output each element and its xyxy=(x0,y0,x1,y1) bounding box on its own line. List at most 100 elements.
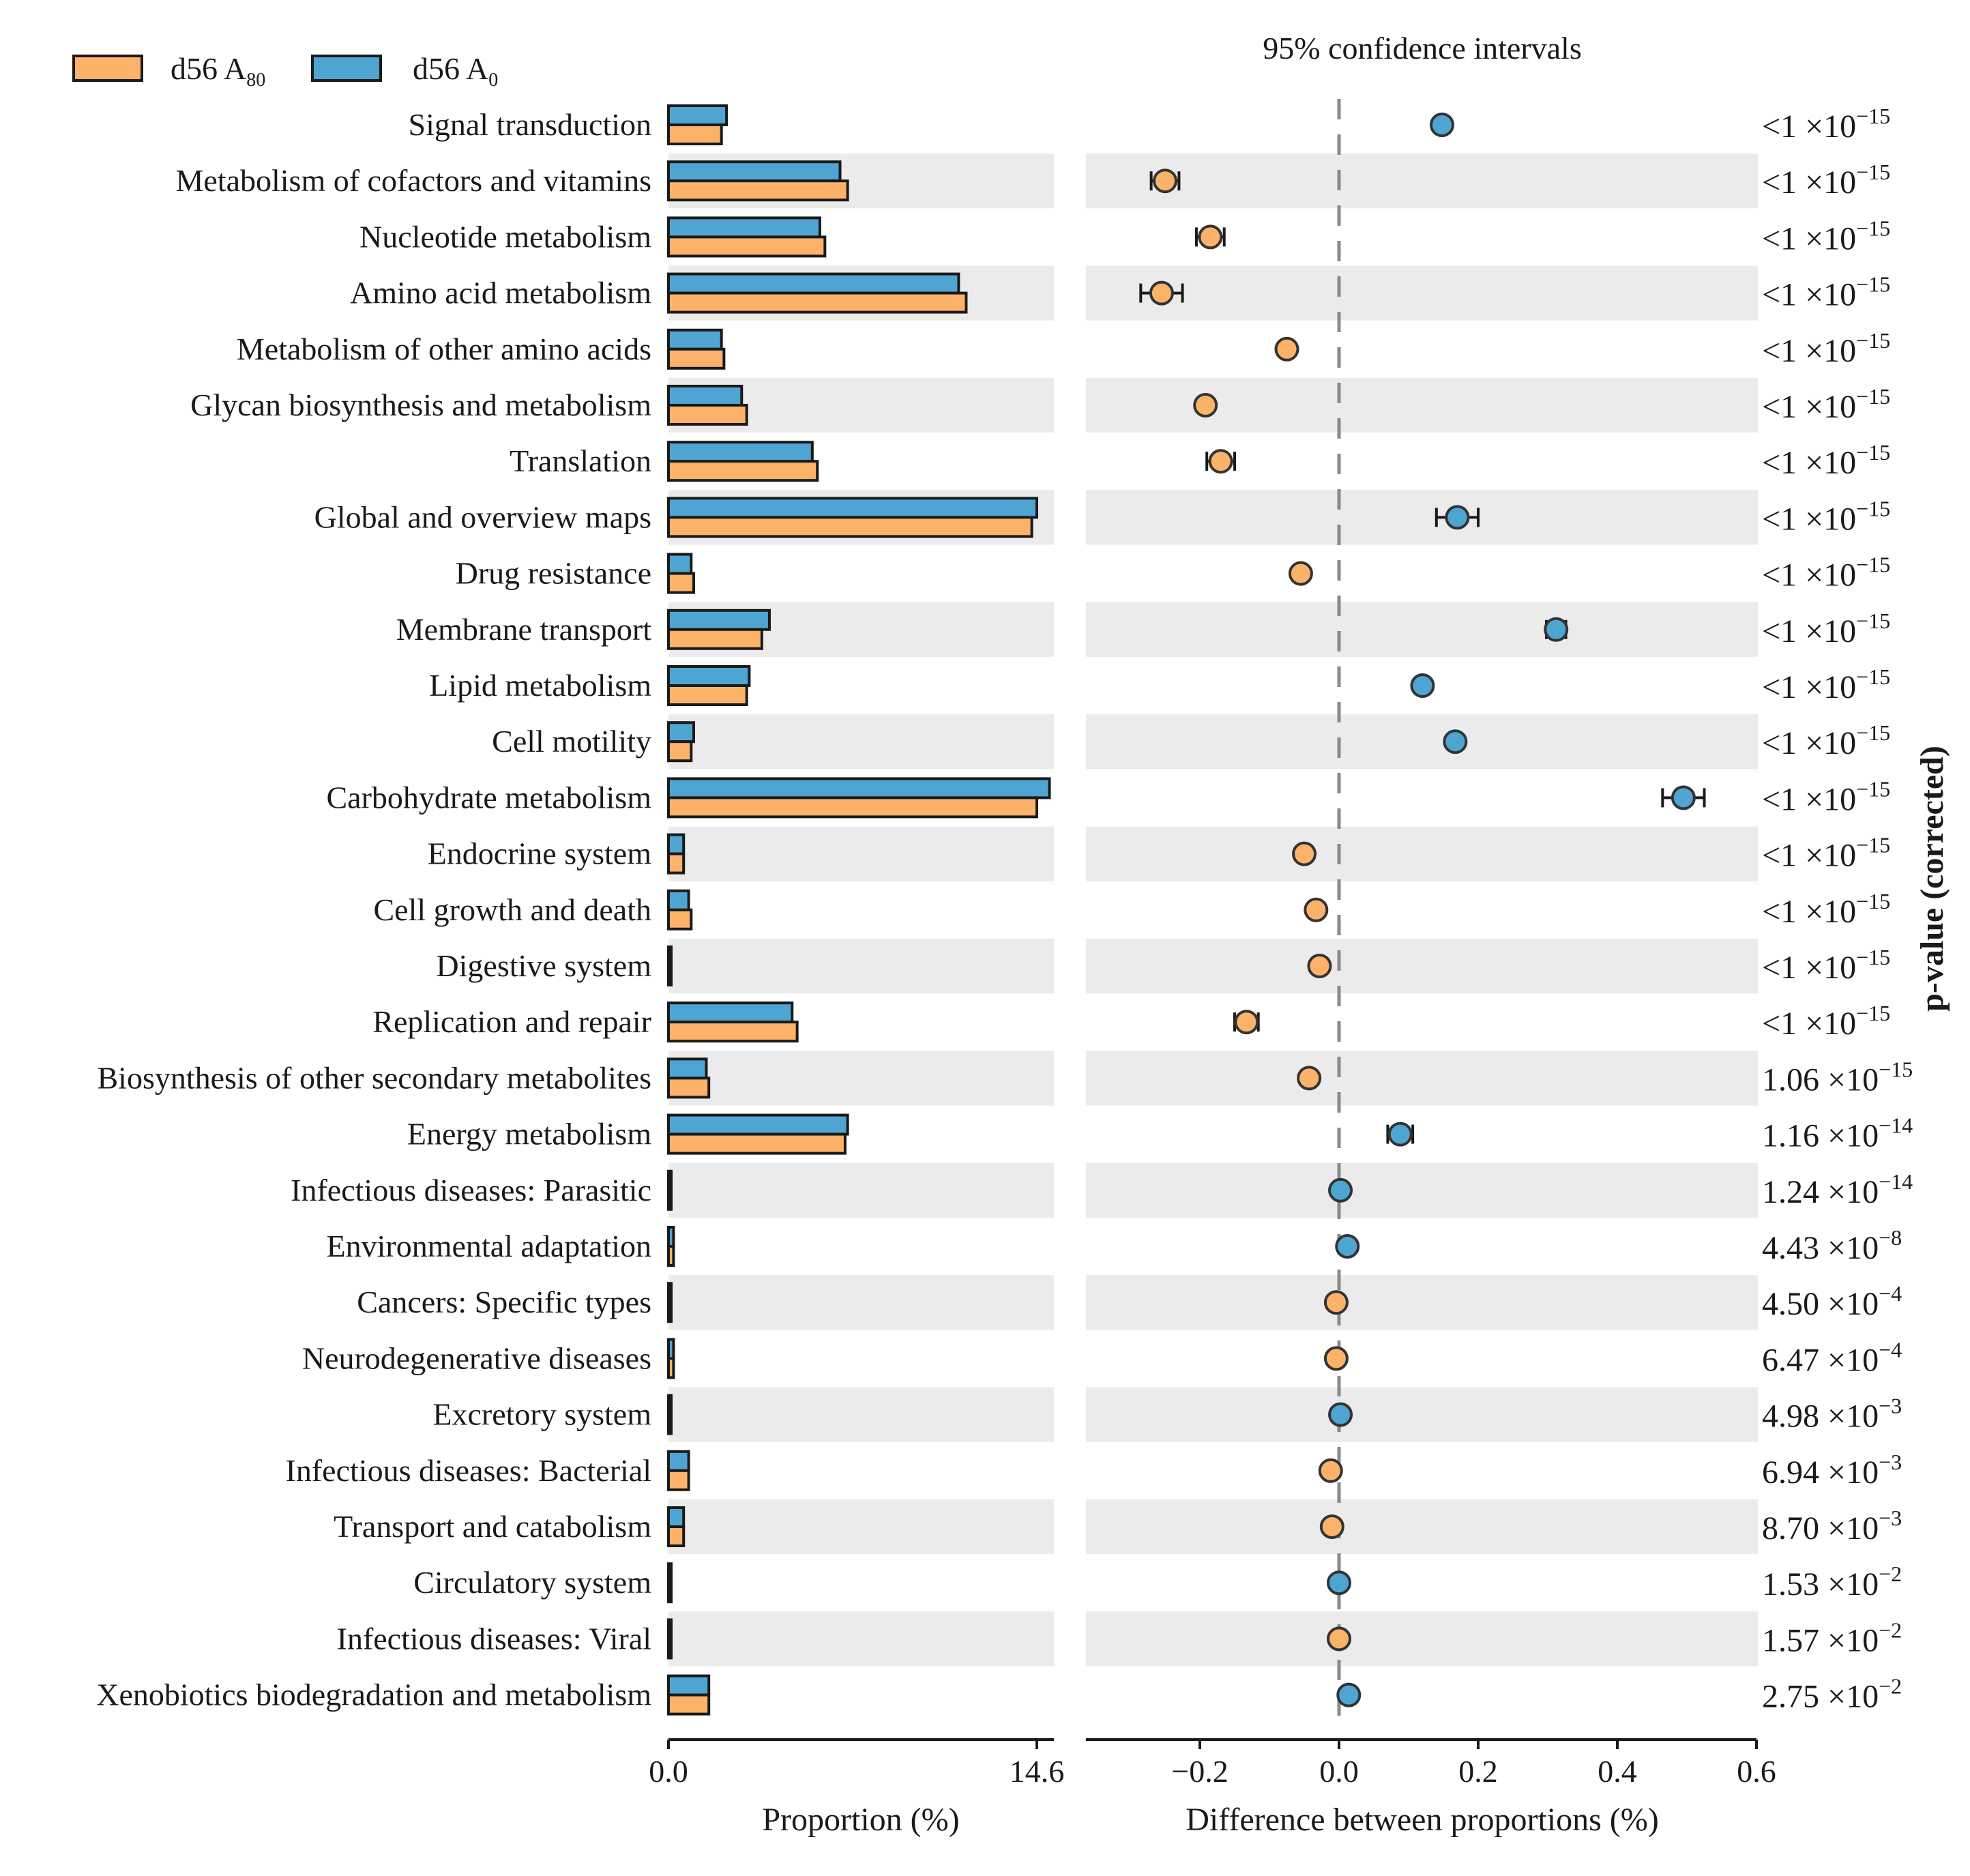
p-value-base: ×10 xyxy=(1819,1230,1879,1266)
difference-point xyxy=(1429,113,1454,137)
bar-a0 xyxy=(667,104,729,126)
bar-a0 xyxy=(667,1394,673,1416)
p-value-mantissa: <1 xyxy=(1762,950,1797,986)
p-value-base: ×10 xyxy=(1819,1622,1879,1658)
p-value-mantissa: 4.50 xyxy=(1762,1286,1819,1322)
bar-a0 xyxy=(667,889,690,911)
p-value-base: ×10 xyxy=(1797,781,1856,817)
p-value: <1 ×10−15 xyxy=(1762,609,1890,649)
p-value-base: ×10 xyxy=(1819,1679,1879,1715)
row-stripe-right xyxy=(1086,1499,1758,1555)
proportion-axis-title: Proportion (%) xyxy=(762,1802,959,1838)
bar-a0 xyxy=(667,833,686,855)
category-label: Transport and catabolism xyxy=(334,1509,651,1544)
bar-a80 xyxy=(667,460,819,482)
difference-ticks: −0.2 0.0 0.2 0.4 0.6 xyxy=(1171,1740,1776,1789)
category-label: Metabolism of other amino acids xyxy=(237,332,651,366)
category-labels: Signal transduction Metabolism of cofacto… xyxy=(96,107,651,1712)
bar-a0 xyxy=(667,553,693,575)
p-value-base: ×10 xyxy=(1797,613,1856,649)
p-value: <1 ×10−15 xyxy=(1762,328,1890,369)
bar-a80 xyxy=(667,1076,711,1099)
difference-point xyxy=(1318,1458,1343,1483)
p-value-mantissa: <1 xyxy=(1762,557,1797,593)
p-value-exponent: −15 xyxy=(1856,609,1890,633)
bar-a80 xyxy=(667,1693,711,1716)
category-label: Metabolism of cofactors and vitamins xyxy=(175,163,651,198)
row-stripe-left xyxy=(668,1275,1054,1330)
p-value-exponent: −2 xyxy=(1879,1617,1902,1642)
p-value-exponent: −15 xyxy=(1856,440,1890,465)
difference-tick-label: 0.4 xyxy=(1598,1754,1637,1789)
category-label: Replication and repair xyxy=(372,1004,651,1039)
bar-a0 xyxy=(667,946,673,967)
bar-a80 xyxy=(667,1469,690,1491)
p-value: 1.06 ×10−15 xyxy=(1762,1057,1913,1098)
bar-a0 xyxy=(667,721,695,744)
category-label: Environmental adaptation xyxy=(327,1229,651,1263)
difference-point xyxy=(1319,1514,1344,1539)
p-value-base: ×10 xyxy=(1797,164,1856,201)
p-value-exponent: −15 xyxy=(1856,328,1890,353)
bar-a80 xyxy=(667,123,723,145)
row-stripe-right xyxy=(1086,153,1758,209)
bar-a0 xyxy=(667,1338,675,1360)
bar-a0 xyxy=(667,497,1038,519)
p-value-base: ×10 xyxy=(1797,950,1856,986)
row-stripe-left xyxy=(668,938,1054,994)
p-value-mantissa: 6.94 xyxy=(1762,1454,1819,1491)
difference-point xyxy=(1292,841,1317,866)
bar-a0 xyxy=(667,1001,794,1024)
bar-a80 xyxy=(667,347,726,370)
difference-tick-label: 0.2 xyxy=(1458,1754,1498,1789)
row-stripe-left xyxy=(668,1499,1054,1555)
p-value: 6.47 ×10−4 xyxy=(1762,1337,1902,1378)
legend-label-a0-sub: 0 xyxy=(488,70,498,91)
p-value-exponent: −15 xyxy=(1856,1001,1890,1025)
difference-point xyxy=(1445,505,1470,530)
p-value-mantissa: <1 xyxy=(1762,277,1797,313)
p-value-exponent: −3 xyxy=(1879,1506,1902,1530)
p-value-exponent: −14 xyxy=(1879,1113,1913,1138)
category-label: Excretory system xyxy=(432,1397,651,1432)
p-value-base: ×10 xyxy=(1797,108,1856,145)
row-stripe-right xyxy=(1086,1611,1758,1667)
category-label: Endocrine system xyxy=(428,836,652,871)
p-value-base: ×10 xyxy=(1819,1061,1879,1098)
p-value-base: ×10 xyxy=(1797,894,1856,930)
legend-label-a80-name: d56 A xyxy=(171,51,246,86)
p-value-exponent: −3 xyxy=(1879,1450,1902,1474)
p-value-base: ×10 xyxy=(1797,838,1856,874)
category-label: Infectious diseases: Viral xyxy=(337,1621,651,1656)
difference-point xyxy=(1335,1234,1360,1259)
category-label: Nucleotide metabolism xyxy=(359,219,651,254)
row-stripe-left xyxy=(668,1387,1054,1442)
p-value-exponent: −15 xyxy=(1856,945,1890,969)
p-value-base: ×10 xyxy=(1797,1006,1856,1042)
category-label: Circulatory system xyxy=(413,1565,651,1600)
p-value-mantissa: 1.57 xyxy=(1762,1622,1819,1658)
difference-point xyxy=(1198,224,1223,250)
p-value-base: ×10 xyxy=(1819,1118,1879,1154)
bar-a0 xyxy=(667,160,842,183)
category-label: Global and overview maps xyxy=(314,499,651,534)
category-label: Cancers: Specific types xyxy=(357,1285,651,1319)
p-value-base: ×10 xyxy=(1797,389,1856,425)
row-stripe-right xyxy=(1086,602,1758,657)
p-value-exponent: −15 xyxy=(1856,553,1890,577)
difference-point xyxy=(1328,1402,1353,1427)
p-value-base: ×10 xyxy=(1819,1566,1879,1602)
bar-a80 xyxy=(667,179,849,202)
row-stripe-right xyxy=(1086,265,1758,321)
p-value: 1.16 ×10−14 xyxy=(1762,1113,1913,1154)
p-value-mantissa: <1 xyxy=(1762,894,1797,930)
bar-a80 xyxy=(667,516,1033,538)
p-value-mantissa: <1 xyxy=(1762,669,1797,705)
category-label: Xenobiotics biodegradation and metabolis… xyxy=(96,1677,651,1712)
difference-point xyxy=(1327,1626,1351,1652)
p-value-base: ×10 xyxy=(1819,1510,1879,1547)
p-value: 2.75 ×10−2 xyxy=(1762,1674,1902,1715)
bar-a0 xyxy=(667,441,814,463)
p-value-exponent: −15 xyxy=(1856,104,1890,128)
